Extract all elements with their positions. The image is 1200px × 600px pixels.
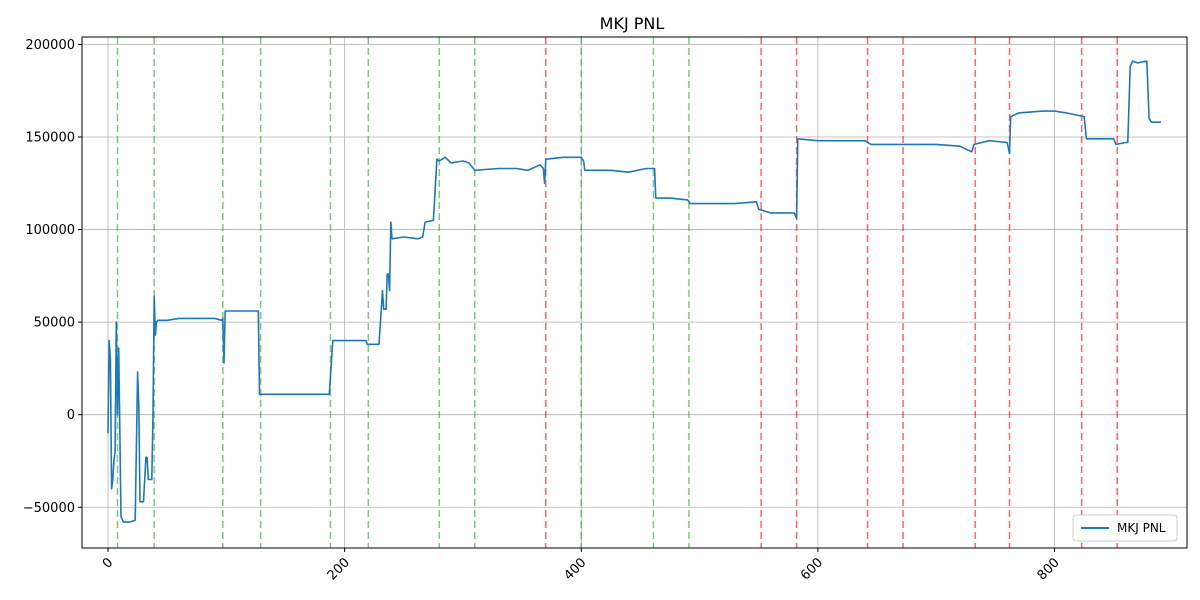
series-line-mkj-pnl: [107, 60, 1161, 523]
y-tick-label: 100000: [25, 223, 75, 238]
series-layer: [107, 60, 1161, 523]
legend-label: MKJ PNL: [1117, 521, 1166, 535]
y-tick-label: 200000: [25, 38, 75, 53]
y-tick-label: 50000: [34, 316, 75, 331]
y-tick-label: 0: [67, 408, 75, 423]
chart-title: MKJ PNL: [600, 14, 665, 33]
y-tick-label: −50000: [23, 501, 75, 516]
y-tick-label: 150000: [25, 130, 75, 145]
legend-box: [1072, 514, 1178, 542]
event-lines: [116, 37, 1118, 548]
legend: MKJ PNL: [1072, 514, 1178, 542]
plot-frame: [81, 36, 1188, 549]
grid-lines: [82, 37, 1187, 548]
